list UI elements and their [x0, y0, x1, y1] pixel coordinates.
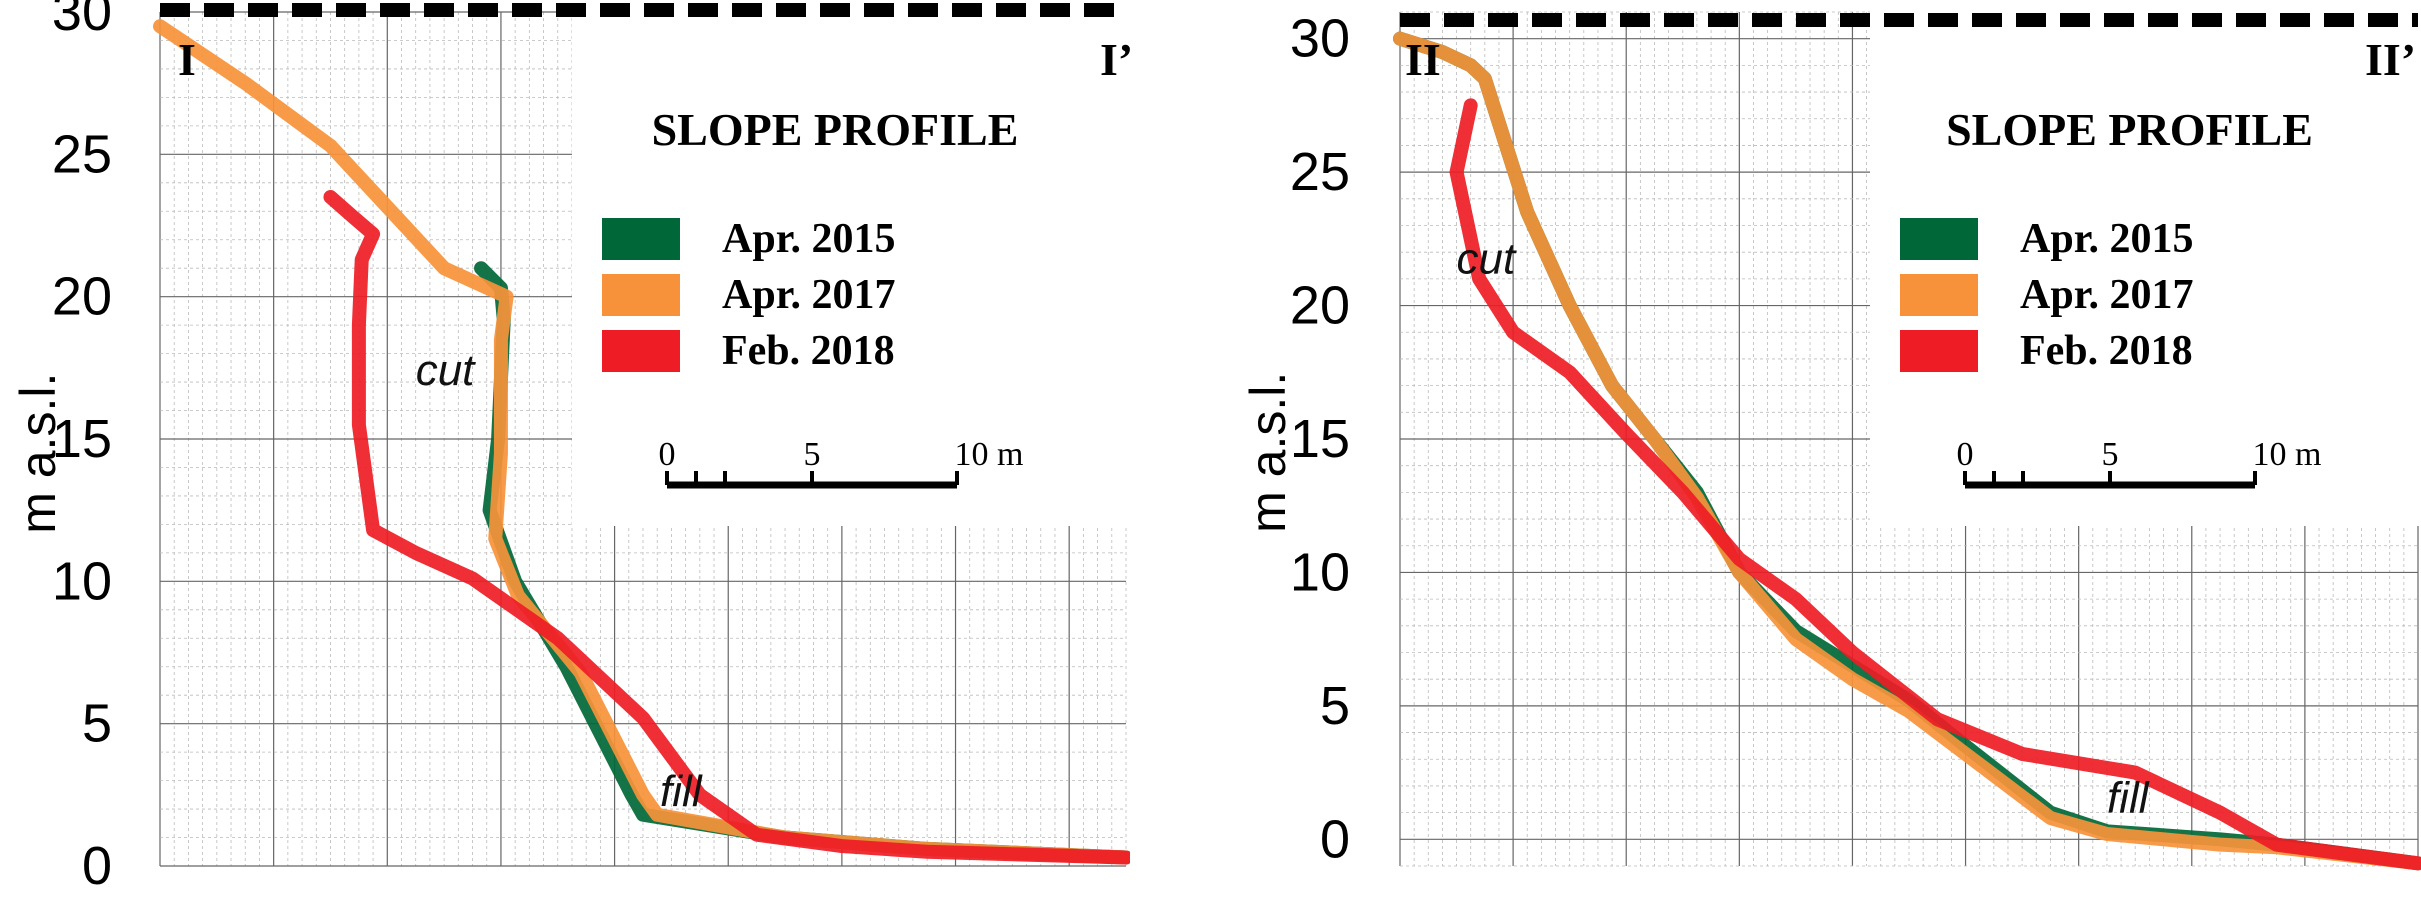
y-tick-label: 30 [52, 0, 112, 42]
section-start-label: II [1405, 34, 1441, 85]
y-tick-label: 5 [82, 694, 112, 754]
y-tick-label: 15 [52, 409, 112, 469]
y-axis-label: m a.s.l. [1240, 372, 1296, 533]
series-line-apr-2017 [1393, 31, 2421, 871]
legend-label: Apr. 2017 [2020, 272, 2193, 318]
profile-chart-2: II II’ SLOPE PROFILE Apr. 2015 Apr. 2017 Feb.… [1240, 0, 2421, 899]
legend-swatch [602, 218, 680, 260]
chart-canvas-2: II II’ SLOPE PROFILE Apr. 2015 Apr. 2017 Feb.… [1240, 0, 2421, 871]
y-tick-label: 10 [1290, 542, 1350, 602]
annotation-fill: fill [2107, 774, 2150, 823]
legend-label: Apr. 2017 [722, 272, 895, 318]
annotation-cut: cut [416, 346, 476, 395]
scale-label: 10 m [955, 436, 1024, 473]
scale-label: 10 m [2253, 436, 2322, 473]
y-axis-label: m a.s.l. [10, 373, 66, 534]
legend-swatch [1900, 274, 1978, 316]
legend-swatch [1900, 218, 1978, 260]
y-tick-label: 20 [1290, 276, 1350, 336]
annotation-cut: cut [1457, 235, 1517, 284]
legend-swatch [602, 274, 680, 316]
scale-label: 0 [1957, 436, 1974, 473]
annotation-fill: fill [660, 767, 703, 816]
y-tick-label: 5 [1320, 676, 1350, 736]
legend-box [1870, 0, 2421, 526]
chart-title: SLOPE PROFILE [652, 104, 1019, 155]
chart-title: SLOPE PROFILE [1946, 104, 2313, 155]
y-tick-label: 25 [1290, 142, 1350, 202]
profile-chart-1: I I’ SLOPE PROFILE Apr. 2015 Apr. 2017 Feb. 2… [0, 0, 1130, 899]
y-tick-label: 25 [52, 124, 112, 184]
legend-box [572, 0, 1130, 526]
legend-label: Apr. 2015 [2020, 216, 2193, 262]
legend-swatch [602, 330, 680, 372]
y-tick-label: 30 [1290, 9, 1350, 69]
y-tick-label: 0 [1320, 809, 1350, 869]
section-end-label: I’ [1100, 34, 1130, 85]
y-tick-label: 15 [1290, 409, 1350, 469]
legend-swatch [1900, 330, 1978, 372]
section-end-label: II’ [2365, 34, 2416, 85]
scale-label: 5 [804, 436, 821, 473]
scale-label: 5 [2102, 436, 2119, 473]
series-line-feb-2018 [323, 190, 1130, 865]
y-tick-label: 10 [52, 551, 112, 611]
legend-label: Feb. 2018 [2020, 328, 2193, 374]
scale-label: 0 [659, 436, 676, 473]
legend-label: Apr. 2015 [722, 216, 895, 262]
y-tick-label: 0 [82, 836, 112, 896]
series-line-feb-2018 [1449, 98, 2421, 871]
legend-label: Feb. 2018 [722, 328, 895, 374]
y-tick-label: 20 [52, 267, 112, 327]
chart-canvas-1: I I’ SLOPE PROFILE Apr. 2015 Apr. 2017 Feb. 2… [10, 0, 1130, 896]
section-start-label: I [178, 34, 196, 85]
